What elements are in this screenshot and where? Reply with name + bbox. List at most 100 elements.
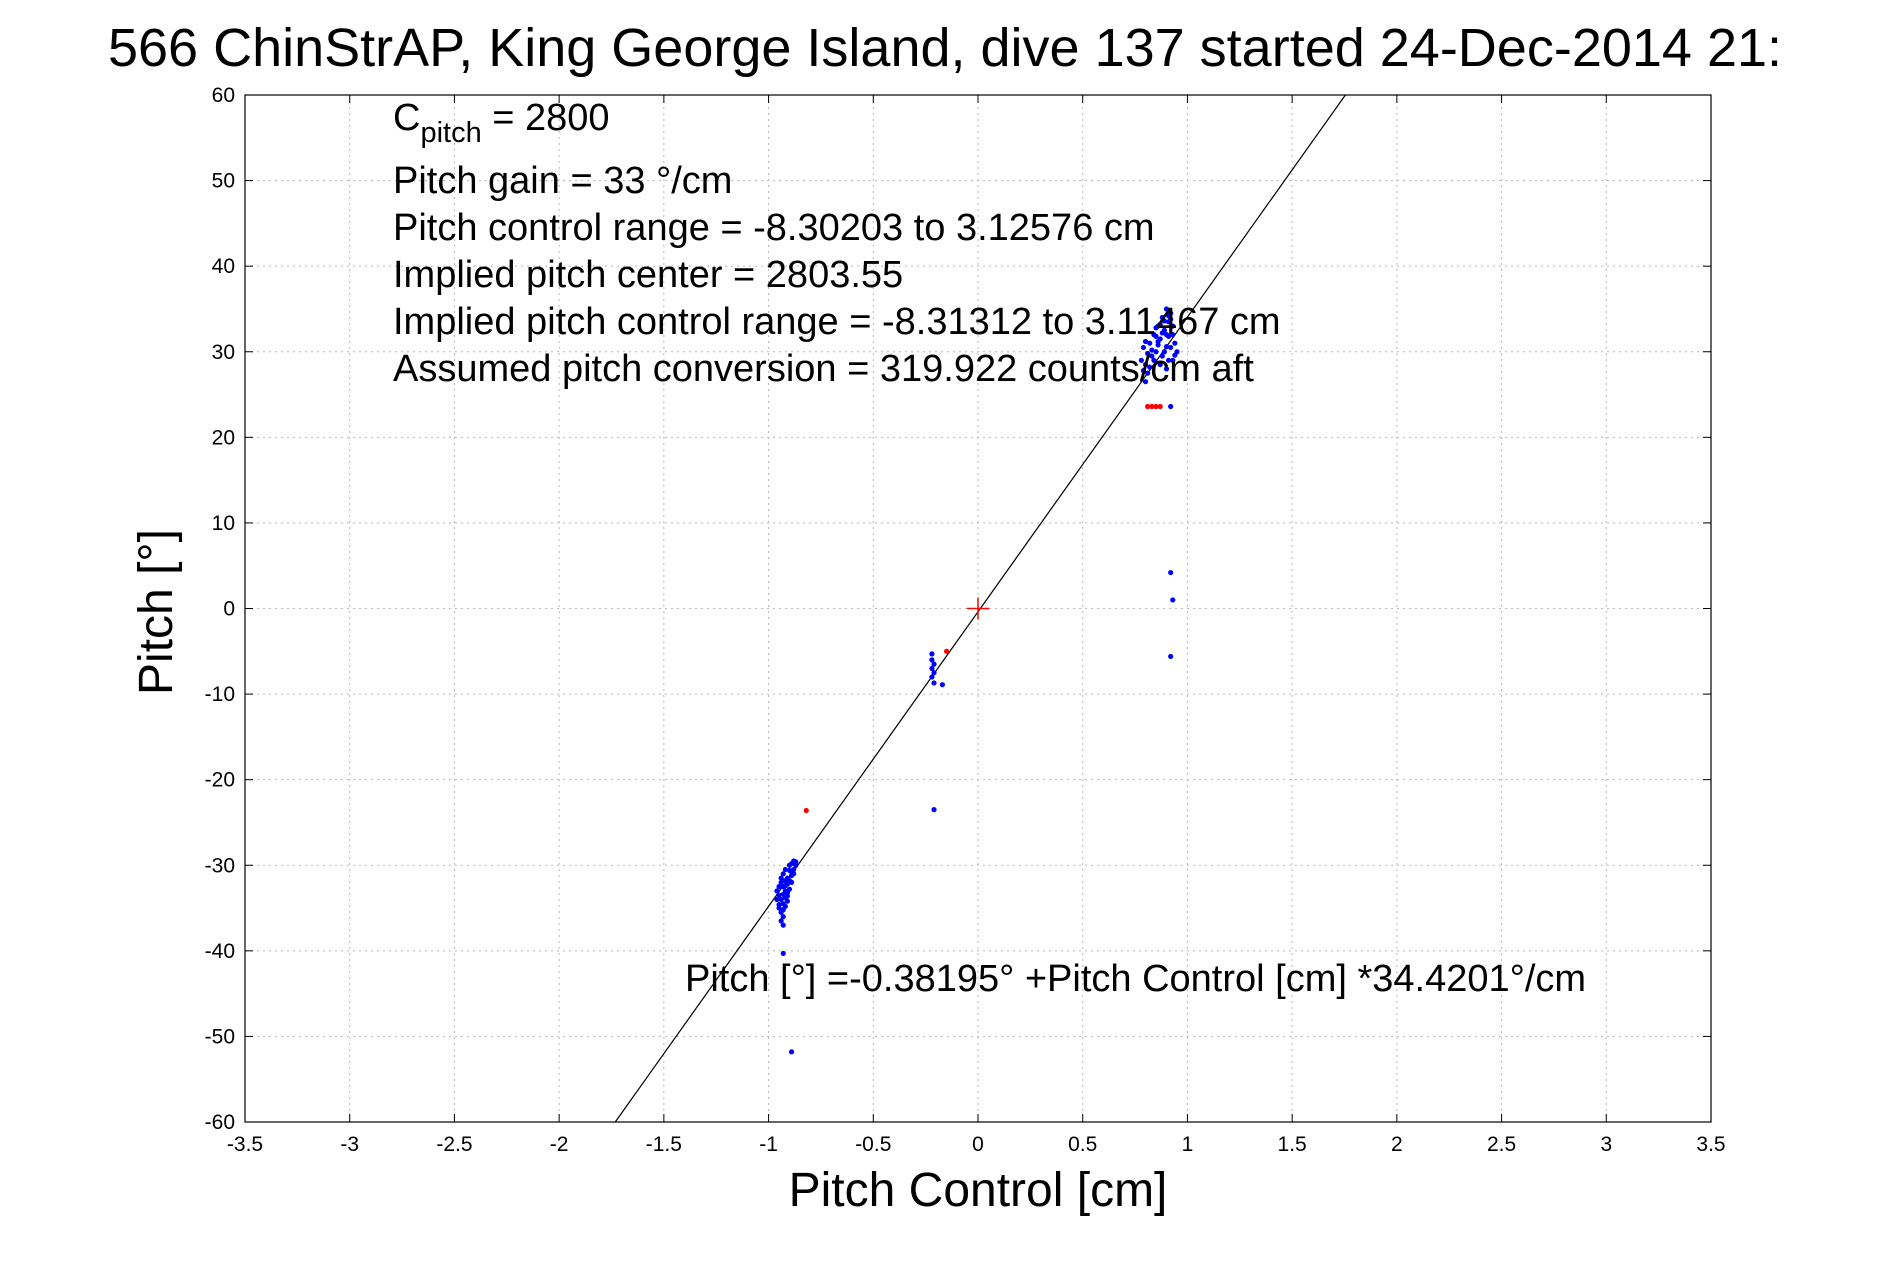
y-axis-ticks: 60 50 40 30 20 10 0 -10 -20 -30 -40 -50 -60 <box>205 84 1711 1134</box>
flagged-data-point <box>1145 403 1151 410</box>
data-point <box>1153 325 1159 331</box>
data-point <box>1142 338 1149 345</box>
y-tick-label: 50 <box>212 170 235 193</box>
data-points <box>774 306 1180 1055</box>
data-point <box>1161 318 1167 324</box>
data-point <box>786 867 793 873</box>
data-point <box>1147 364 1153 370</box>
data-point <box>1172 340 1178 346</box>
y-tick-label: 40 <box>212 255 235 278</box>
grid <box>245 95 1711 1122</box>
data-point <box>1157 321 1163 327</box>
x-tick-label: -1.5 <box>646 1133 682 1156</box>
data-point <box>1149 347 1155 353</box>
x-tick-label: -3 <box>340 1133 359 1156</box>
y-tick-label: -40 <box>205 940 235 963</box>
data-point <box>931 807 937 813</box>
data-point <box>1168 569 1174 576</box>
y-tick-label: -50 <box>205 1025 235 1048</box>
data-point <box>1170 332 1176 338</box>
data-point <box>778 879 784 885</box>
data-point <box>1145 370 1151 376</box>
data-point <box>1165 313 1172 319</box>
implied-pitch-control-range-annotation: Implied pitch control range = -8.31312 t… <box>393 301 1281 343</box>
y-tick-label: 0 <box>223 598 235 621</box>
data-point <box>1161 349 1167 355</box>
data-point <box>1153 349 1159 355</box>
x-tick-label: -2.5 <box>436 1133 472 1156</box>
data-point <box>1140 344 1147 351</box>
data-point <box>1163 366 1170 372</box>
y-tick-label: 60 <box>212 84 235 107</box>
data-point <box>776 902 782 908</box>
data-point <box>778 875 784 881</box>
x-tick-label: 1 <box>1182 1133 1194 1156</box>
assumed-pitch-conversion-annotation: Assumed pitch conversion = 319.922 count… <box>393 348 1254 390</box>
data-point <box>1165 357 1172 363</box>
center-marker-group <box>967 597 989 620</box>
data-point <box>1170 323 1176 329</box>
data-point <box>1142 379 1149 385</box>
data-point <box>1145 350 1151 357</box>
cpitch-value: = 2800 <box>482 97 610 139</box>
data-point <box>780 891 786 897</box>
data-point <box>1159 330 1165 336</box>
data-point <box>929 665 935 672</box>
y-tick-label: -60 <box>205 1111 235 1134</box>
data-point <box>1149 353 1155 359</box>
x-tick-label: 3 <box>1600 1133 1612 1156</box>
cpitch-annotation: Cpitch = 2800 <box>393 97 610 149</box>
data-point <box>1168 653 1174 660</box>
y-tick-label: -20 <box>205 769 235 792</box>
x-axis-title: Pitch Control [cm] <box>789 1164 1168 1217</box>
data-point <box>1163 332 1170 338</box>
data-point <box>780 950 786 957</box>
data-point <box>780 871 786 877</box>
flagged-data-point <box>1153 403 1159 410</box>
data-point <box>1157 361 1163 368</box>
data-point <box>931 661 937 667</box>
data-point <box>789 1049 795 1055</box>
data-point <box>791 871 797 877</box>
data-point <box>1170 357 1176 363</box>
x-tick-label: -1 <box>759 1133 778 1156</box>
y-tick-label: 20 <box>212 426 235 449</box>
flagged-data-point <box>1157 403 1163 410</box>
y-axis-title: Pitch [°] <box>130 529 183 695</box>
data-point <box>1168 344 1174 351</box>
data-point <box>780 922 786 928</box>
x-tick-label: -2 <box>550 1133 569 1156</box>
data-point <box>1138 357 1144 363</box>
pitch-control-range-annotation: Pitch control range = -8.30203 to 3.1257… <box>393 207 1155 249</box>
data-point <box>782 866 788 873</box>
data-point <box>778 896 784 903</box>
x-tick-label: -0.5 <box>855 1133 891 1156</box>
y-tick-label: 10 <box>212 512 235 535</box>
data-point <box>782 878 788 884</box>
data-point <box>782 883 788 889</box>
data-point <box>774 888 780 894</box>
data-point <box>1163 306 1170 312</box>
data-point <box>780 914 786 920</box>
data-point <box>1153 333 1159 339</box>
flagged-data-point <box>1149 403 1155 410</box>
x-tick-label: 1.5 <box>1278 1133 1307 1156</box>
data-point <box>784 893 791 899</box>
fit-equation-annotation: Pitch [°] =-0.38195° +Pitch Control [cm]… <box>685 958 1586 1000</box>
x-axis-ticks: -3.5 -3 -2.5 -2 -1.5 -1 -0.5 0 0.5 1 1.5 2 2.5 3 3.5 <box>227 95 1726 1156</box>
data-point <box>931 670 937 676</box>
x-tick-label: 0 <box>972 1133 984 1156</box>
data-point <box>786 886 793 892</box>
plot-frame <box>244 94 1712 1123</box>
cpitch-symbol: C <box>393 97 420 139</box>
data-point <box>784 898 791 904</box>
data-point <box>929 651 935 657</box>
x-tick-label: 3.5 <box>1696 1133 1725 1156</box>
implied-pitch-center-annotation: Implied pitch center = 2803.55 <box>393 254 903 296</box>
y-tick-label: -10 <box>205 683 235 706</box>
data-point <box>780 907 786 913</box>
data-point <box>776 892 782 898</box>
pitch-gain-annotation: Pitch gain = 33 °/cm <box>393 160 732 202</box>
data-point <box>1147 340 1153 346</box>
data-point <box>929 674 935 680</box>
